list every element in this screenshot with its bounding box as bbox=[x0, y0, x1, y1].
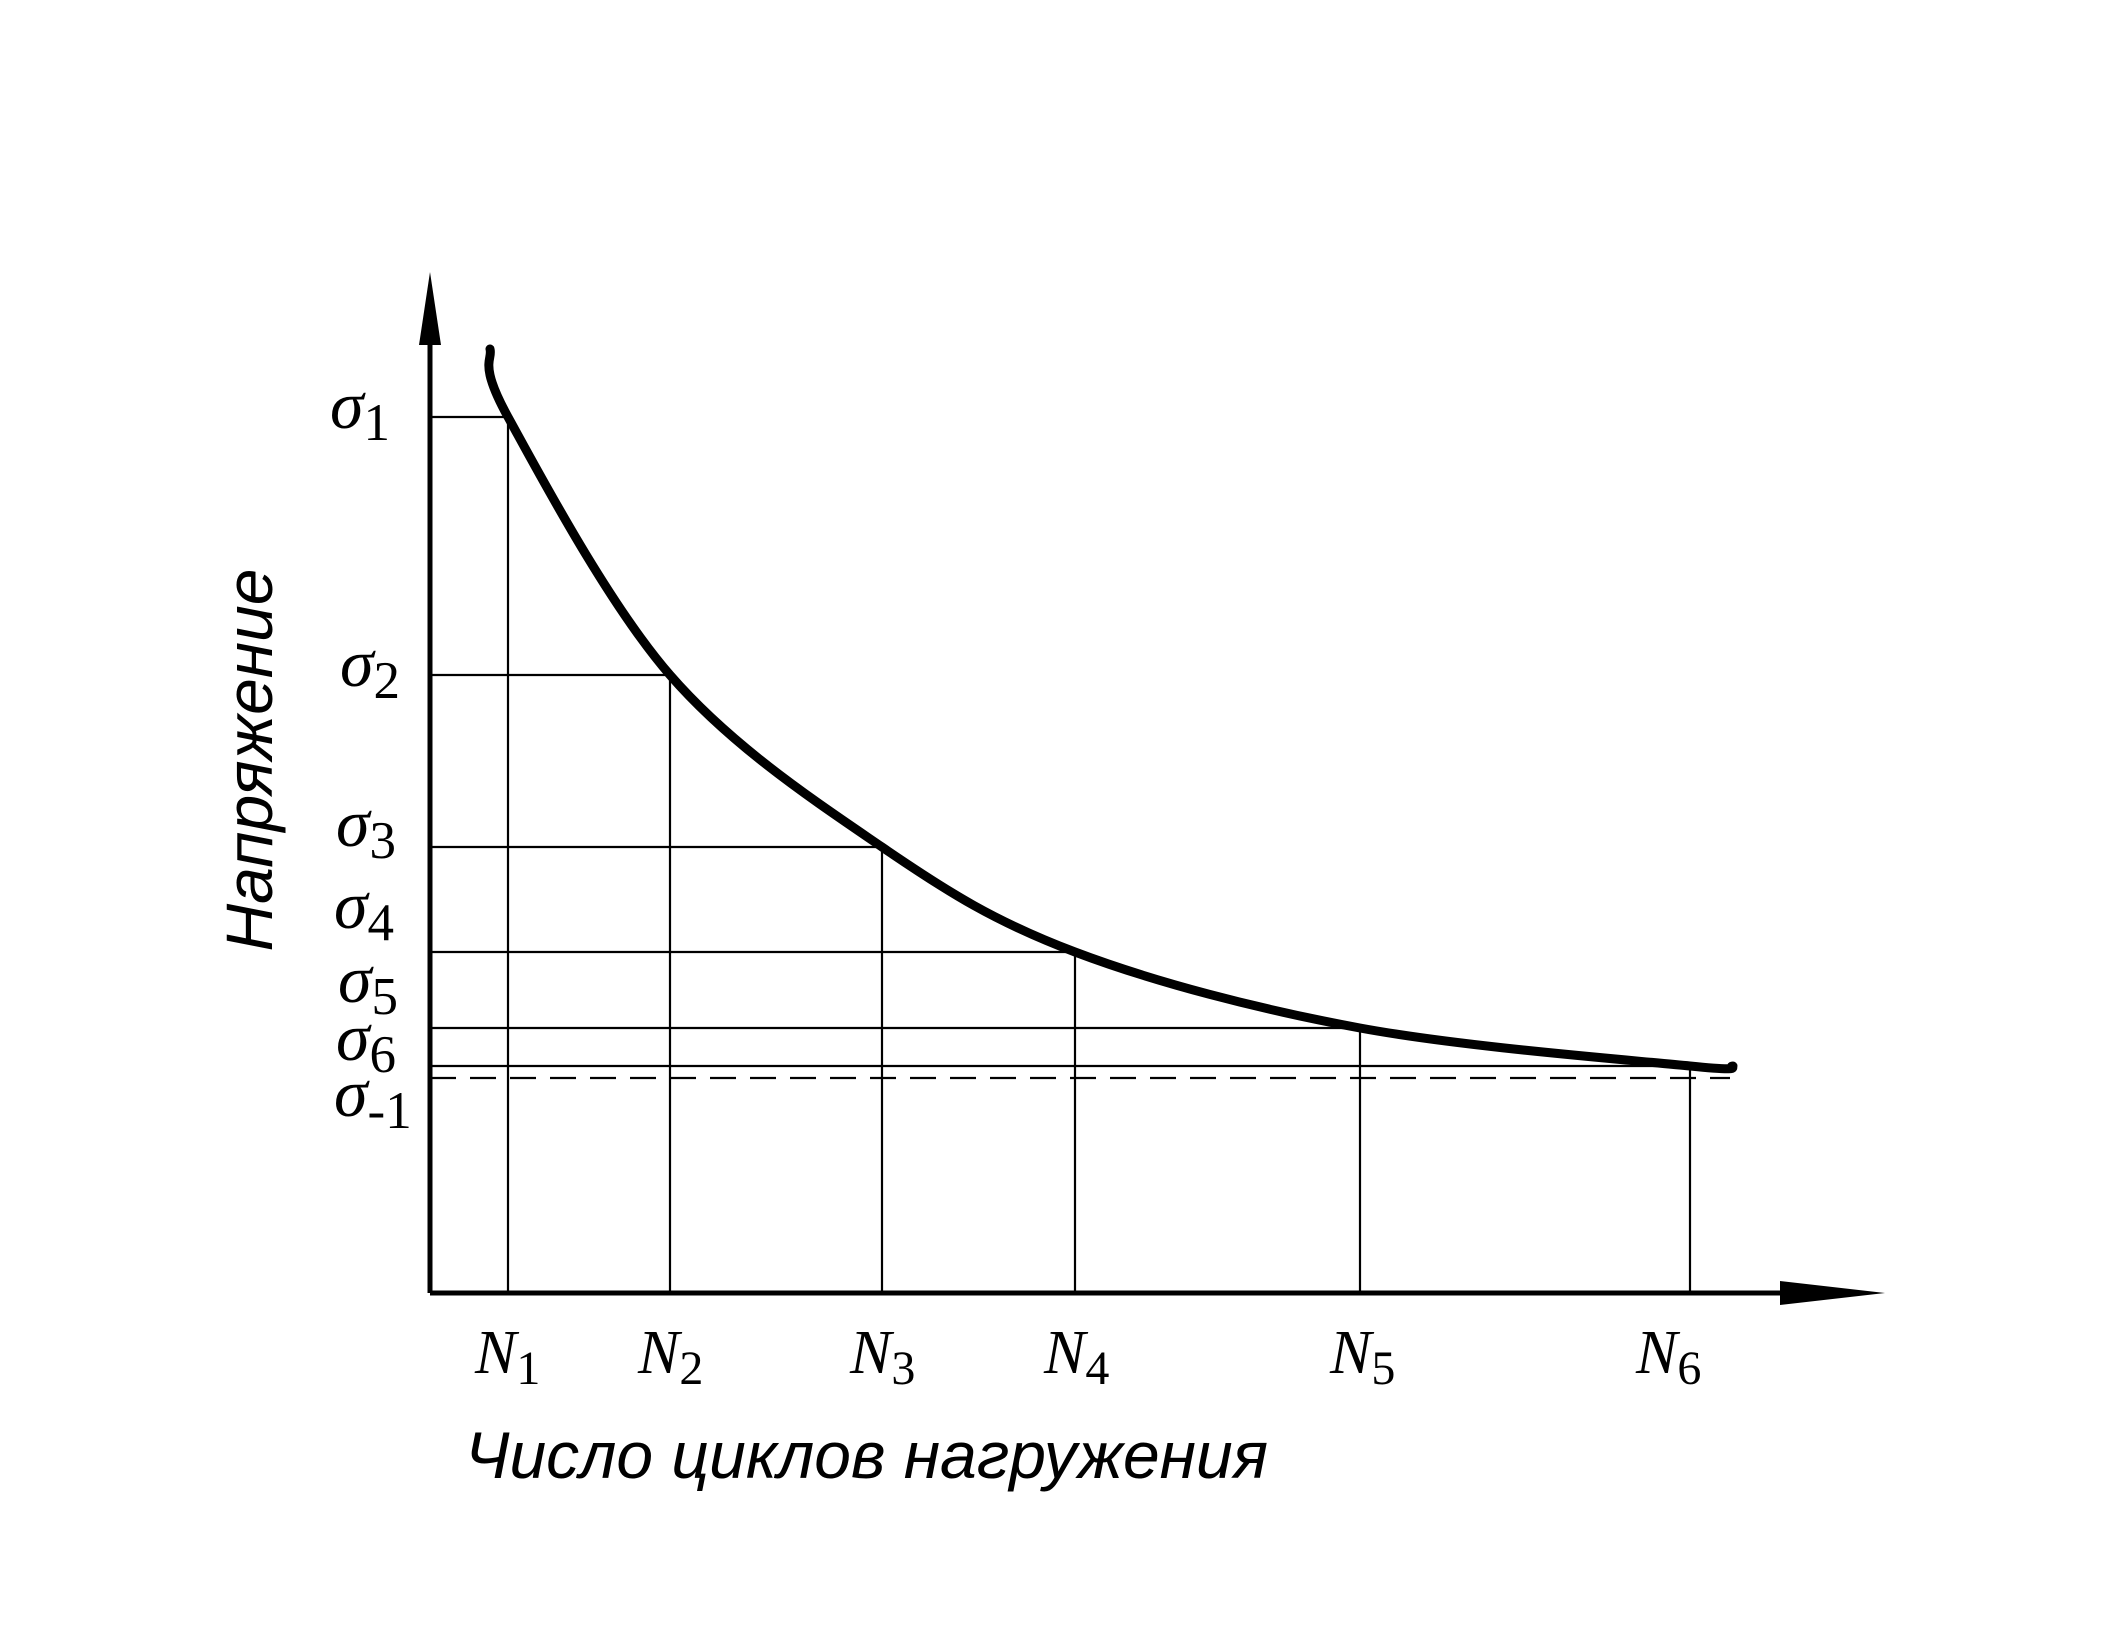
x-tick-label-n6: N6 bbox=[1635, 1319, 1701, 1395]
endurance-limit-label: σ-1 bbox=[334, 1055, 412, 1140]
x-tick-label-n5: N5 bbox=[1329, 1319, 1395, 1395]
x-tick-label-n4: N4 bbox=[1043, 1319, 1109, 1395]
y-tick-label-sigma5: σ5 bbox=[338, 941, 398, 1026]
x-tick-label-n2: N2 bbox=[637, 1319, 703, 1395]
y-tick-label-sigma2: σ2 bbox=[340, 625, 400, 710]
y-tick-label-sigma3: σ3 bbox=[336, 785, 396, 870]
guide-lines bbox=[430, 415, 1730, 1293]
y-axis-arrowhead bbox=[419, 272, 441, 345]
x-axis-arrowhead bbox=[1780, 1281, 1885, 1305]
y-tick-label-sigma1: σ1 bbox=[330, 367, 390, 452]
axes bbox=[419, 272, 1885, 1305]
x-tick-label-n1: N1 bbox=[474, 1319, 540, 1395]
y-axis-title: Напряжение bbox=[212, 568, 286, 951]
curve-layer bbox=[484, 344, 1738, 1074]
x-axis-title: Число циклов нагружения bbox=[465, 1418, 1268, 1492]
y-tick-label-sigma6: σ6 bbox=[336, 999, 396, 1084]
x-tick-label-n3: N3 bbox=[849, 1319, 915, 1395]
y-tick-label-sigma4: σ4 bbox=[334, 867, 394, 952]
fatigue-curve bbox=[484, 344, 1738, 1074]
